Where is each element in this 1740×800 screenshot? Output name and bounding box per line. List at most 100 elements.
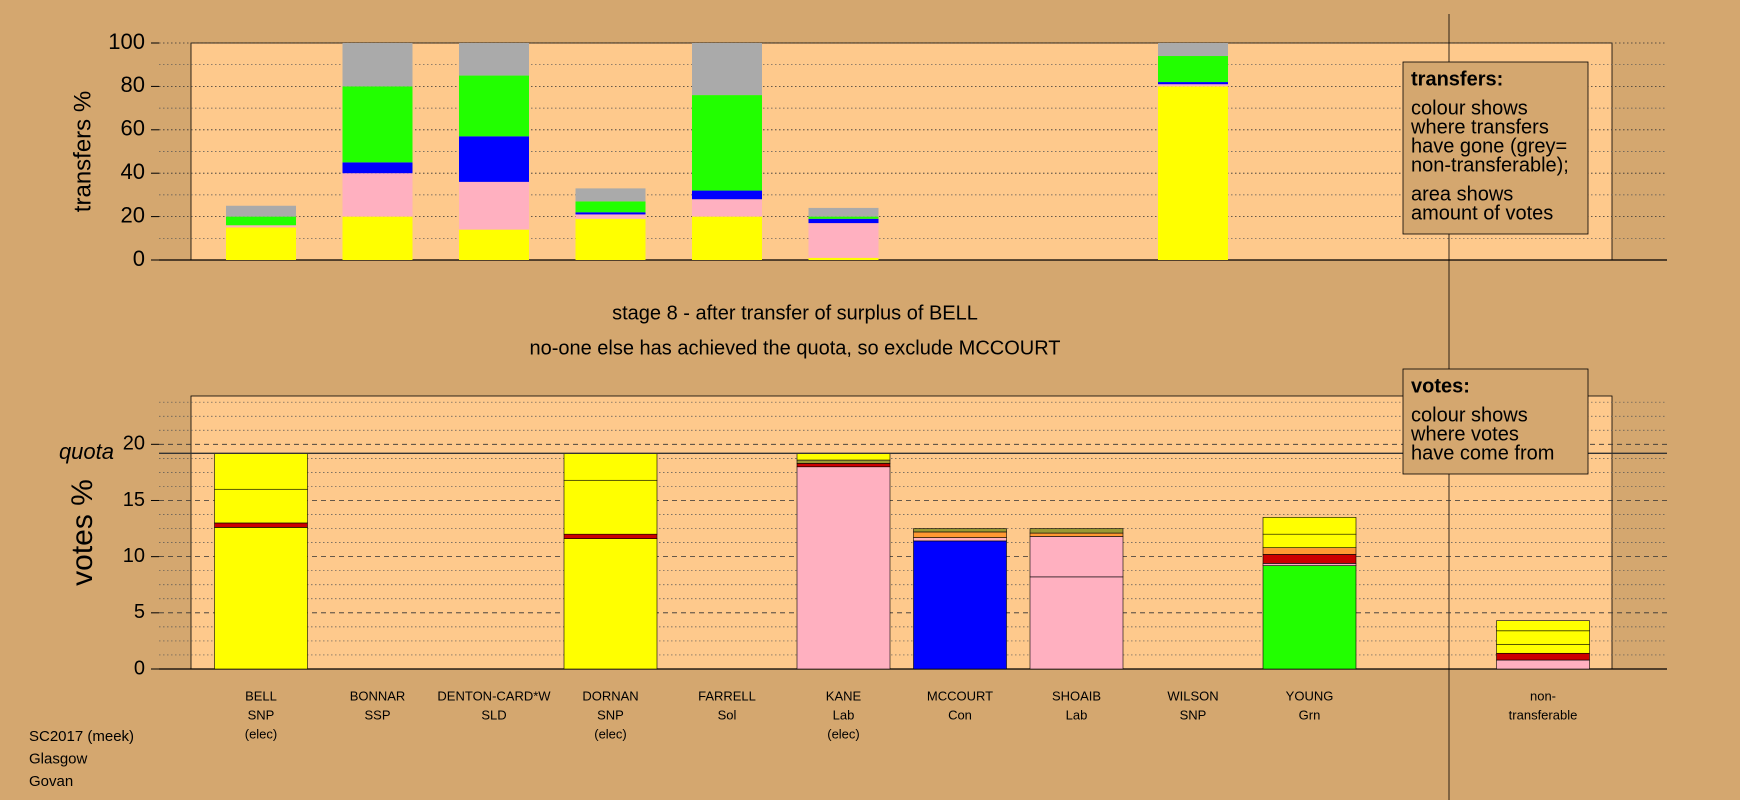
footer-text: Govan xyxy=(29,773,73,790)
bar-segment xyxy=(563,533,658,539)
note-box xyxy=(1402,368,1589,475)
note-box xyxy=(1402,61,1589,235)
bar-segment xyxy=(214,452,308,490)
bar-segment xyxy=(226,216,296,226)
y-tick-label: 40 xyxy=(121,159,145,184)
x-tick-label: non- xyxy=(1530,688,1556,703)
chart-title: no-one else has achieved the quota, so e… xyxy=(529,337,1060,359)
bar-segment xyxy=(214,527,308,670)
note-line: where transfers xyxy=(1410,116,1549,138)
note-line: have come from xyxy=(1411,442,1554,464)
bar-segment xyxy=(1158,43,1228,57)
bar-segment xyxy=(796,466,891,670)
bar-segment xyxy=(1158,56,1228,83)
bar-segment xyxy=(575,201,646,213)
x-tick-label: YOUNG xyxy=(1286,688,1334,703)
bar-segment xyxy=(808,218,879,224)
bar-segment xyxy=(796,452,891,461)
bar-segment xyxy=(226,227,296,260)
note-heading: transfers: xyxy=(1411,68,1503,90)
x-tick-label: FARRELL xyxy=(698,688,756,703)
bar-segment xyxy=(575,214,646,219)
bar-segment xyxy=(808,223,879,258)
bar-segment xyxy=(808,257,879,260)
y-tick-label: 100 xyxy=(108,29,145,54)
note-line: where votes xyxy=(1410,423,1519,445)
note-label: (elec) xyxy=(827,726,860,741)
plot-layer: 0 20 40 60 80 100 transfers % 0 5 10 15 20 votes % qu… xyxy=(29,29,1667,790)
bar-segment xyxy=(1496,643,1590,654)
note-label: (elec) xyxy=(594,726,627,741)
bar-segment xyxy=(1496,620,1590,632)
bar-segment xyxy=(459,229,529,260)
bar-segment xyxy=(342,173,413,217)
bar-segment xyxy=(808,216,879,219)
x-tick-label: BONNAR xyxy=(350,688,406,703)
bar-segment xyxy=(214,488,308,524)
bar-segment xyxy=(342,43,413,87)
x-tick-label: DORNAN xyxy=(582,688,638,703)
bar-segment xyxy=(1262,517,1357,535)
bar-segment xyxy=(342,162,413,174)
bar-segment xyxy=(563,452,658,481)
bar-segment xyxy=(575,218,646,260)
bar-segment xyxy=(459,181,529,230)
party-label: Lab xyxy=(833,707,855,722)
bar-segment xyxy=(1262,563,1357,566)
note-line: non-transferable); xyxy=(1411,154,1569,176)
bar-segment xyxy=(214,522,308,528)
y-axis-label: transfers % xyxy=(69,91,96,212)
footer-text: Glasgow xyxy=(29,750,88,767)
x-tick-label: BELL xyxy=(245,688,277,703)
bar-segment xyxy=(1158,86,1228,261)
party-label: SSP xyxy=(364,707,390,722)
note-label: (elec) xyxy=(245,726,278,741)
y-tick-label: 5 xyxy=(134,601,145,623)
y-axis-label: votes % xyxy=(66,479,99,586)
y-tick-label: 20 xyxy=(121,202,145,227)
note-heading: votes: xyxy=(1411,375,1470,397)
x-tick-label: WILSON xyxy=(1167,688,1218,703)
bar-segment xyxy=(1029,536,1124,578)
y-tick-label: 0 xyxy=(134,657,145,679)
bar-segment xyxy=(692,216,762,260)
x-tick-label: SHOAIB xyxy=(1052,688,1101,703)
y-tick-label: 20 xyxy=(123,433,145,455)
bar-segment xyxy=(692,43,762,96)
party-label: Lab xyxy=(1066,707,1088,722)
chart-title: stage 8 - after transfer of surplus of B… xyxy=(612,302,978,324)
bottom-panel xyxy=(190,395,1613,670)
party-label: transferable xyxy=(1509,707,1578,722)
bar-segment xyxy=(226,225,296,228)
note-line: have gone (grey= xyxy=(1411,135,1567,157)
bar-segment xyxy=(459,43,529,76)
footer-text: SC2017 (meek) xyxy=(29,728,134,745)
bar-segment xyxy=(1496,652,1590,661)
bar-segment xyxy=(1262,547,1357,555)
bar-segment xyxy=(1262,565,1357,670)
party-label: SNP xyxy=(1180,707,1207,722)
party-label: Grn xyxy=(1299,707,1321,722)
x-tick-label: MCCOURT xyxy=(927,688,993,703)
bar-segment xyxy=(796,463,891,468)
bar-segment xyxy=(692,199,762,217)
bar-segment xyxy=(1029,528,1124,534)
bar-segment xyxy=(1029,576,1124,670)
note-line: colour shows xyxy=(1411,97,1528,119)
bar-segment xyxy=(1262,533,1357,548)
bar-segment xyxy=(575,212,646,215)
bar-segment xyxy=(342,216,413,260)
y-tick-label: 15 xyxy=(123,489,145,511)
bar-segment xyxy=(226,205,296,217)
bar-segment xyxy=(575,188,646,202)
y-tick-label: 10 xyxy=(123,545,145,567)
bar-segment xyxy=(913,531,1007,538)
bar-segment xyxy=(796,459,891,464)
party-label: SNP xyxy=(597,707,624,722)
party-label: SNP xyxy=(248,707,275,722)
bar-segment xyxy=(1496,630,1590,645)
y-tick-label: 80 xyxy=(121,72,145,97)
bar-segment xyxy=(808,207,879,217)
bar-segment xyxy=(913,537,1007,542)
